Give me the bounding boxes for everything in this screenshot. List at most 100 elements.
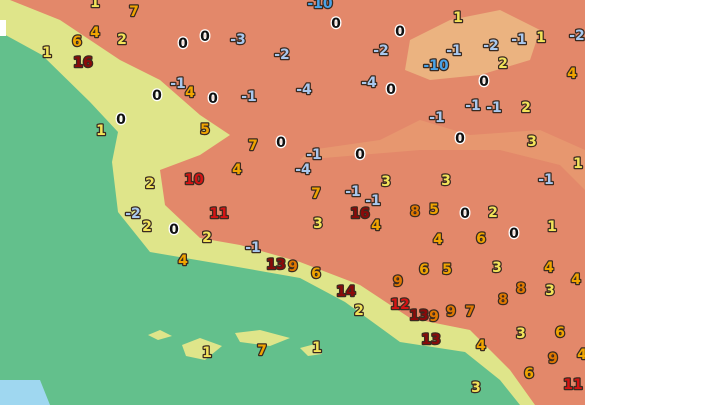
temperature-label: 7 xyxy=(465,304,475,320)
temperature-label: 5 xyxy=(429,202,439,218)
temperature-label: -1 xyxy=(511,32,527,48)
temperature-label: 0 xyxy=(386,82,396,98)
temperature-label: 0 xyxy=(355,147,365,163)
temperature-label: 1 xyxy=(453,10,463,26)
temperature-label: 13 xyxy=(421,332,440,348)
temperature-label: 9 xyxy=(288,259,298,275)
temperature-label: 0 xyxy=(178,36,188,52)
temperature-label: -2 xyxy=(274,47,290,63)
temperature-label: 7 xyxy=(257,343,267,359)
temperature-label: 8 xyxy=(516,281,526,297)
temperature-label: 2 xyxy=(145,176,155,192)
temperature-label: 0 xyxy=(455,131,465,147)
temperature-label: 3 xyxy=(516,326,526,342)
temperature-label: -10 xyxy=(307,0,333,12)
temperature-label: 3 xyxy=(441,173,451,189)
temperature-label: 12 xyxy=(390,297,409,313)
temperature-label: 6 xyxy=(476,231,486,247)
temperature-label: 7 xyxy=(248,138,258,154)
temperature-label: 9 xyxy=(446,304,456,320)
temperature-label: 14 xyxy=(336,284,356,300)
temperature-label: -4 xyxy=(361,75,377,91)
temperature-label: 0 xyxy=(331,16,341,32)
temperature-label: 0 xyxy=(276,135,286,151)
temperature-label: 0 xyxy=(395,24,405,40)
temperature-label: 0 xyxy=(200,29,210,45)
temperature-label: 4 xyxy=(476,338,486,354)
island xyxy=(235,330,290,346)
temperature-label: 1 xyxy=(42,45,52,61)
temperature-label: 2 xyxy=(354,303,364,319)
temperature-label: 2 xyxy=(521,100,531,116)
temperature-label: 4 xyxy=(232,162,242,178)
temperature-label: 0 xyxy=(460,206,470,222)
temperature-label: 1 xyxy=(547,219,557,235)
temperature-label: -1 xyxy=(241,89,257,105)
temperature-label: 4 xyxy=(371,218,381,234)
temperature-label: 4 xyxy=(178,253,188,269)
temperature-label: 4 xyxy=(577,347,585,363)
temperature-label: 5 xyxy=(442,262,452,278)
temperature-label: 13 xyxy=(266,257,285,273)
temperature-label: 0 xyxy=(509,226,519,242)
temperature-label: 0 xyxy=(152,88,162,104)
temperature-label: 4 xyxy=(185,85,195,101)
temperature-label: 2 xyxy=(488,205,498,221)
temperature-label: 0 xyxy=(479,74,489,90)
temperature-label: 1 xyxy=(312,340,322,356)
temperature-label: -1 xyxy=(486,100,502,116)
temperature-label: 1 xyxy=(573,156,583,172)
temperature-label: 6 xyxy=(524,366,534,382)
desert xyxy=(300,120,585,190)
temperature-label: 3 xyxy=(492,260,502,276)
temperature-label: 2 xyxy=(498,56,508,72)
temperature-label: -2 xyxy=(569,28,585,44)
temperature-label: -2 xyxy=(483,38,499,54)
island xyxy=(300,344,322,356)
temperature-label: 3 xyxy=(381,174,391,190)
temperature-label: 6 xyxy=(72,34,82,50)
temperature-label: 4 xyxy=(544,260,554,276)
temperature-label: 2 xyxy=(202,230,212,246)
temperature-label: 6 xyxy=(311,266,321,282)
temperature-label: -1 xyxy=(345,184,361,200)
temperature-label: 3 xyxy=(471,380,481,396)
temperature-label: -2 xyxy=(373,43,389,59)
temperature-label: -1 xyxy=(170,76,186,92)
temperature-label: 7 xyxy=(311,186,321,202)
temperature-label: 11 xyxy=(563,377,582,393)
temperature-label: 5 xyxy=(200,122,210,138)
temperature-label: 4 xyxy=(571,272,581,288)
map-edge-box xyxy=(0,20,6,36)
temperature-label: 10 xyxy=(184,172,204,188)
temperature-label: 1 xyxy=(536,30,546,46)
temperature-label: -1 xyxy=(538,172,554,188)
temperature-label: -1 xyxy=(446,43,462,59)
island xyxy=(182,338,222,360)
temperature-label: 16 xyxy=(350,206,369,222)
temperature-label: 16 xyxy=(73,55,92,71)
temperature-label: 13 xyxy=(409,308,428,324)
temperature-label: 0 xyxy=(116,112,126,128)
temperature-label: -1 xyxy=(429,110,445,126)
temperature-label: 6 xyxy=(555,325,565,341)
deep-water xyxy=(0,380,50,405)
temperature-label: -4 xyxy=(296,82,312,98)
temperature-label: 4 xyxy=(90,25,100,41)
temperature-label: 4 xyxy=(433,232,443,248)
inland-land xyxy=(0,0,585,405)
temperature-label: -1 xyxy=(245,240,261,256)
temperature-label: -4 xyxy=(295,162,311,178)
temperature-label: 3 xyxy=(313,216,323,232)
island xyxy=(148,330,172,340)
temperature-label: 6 xyxy=(419,262,429,278)
temperature-label: -1 xyxy=(306,147,322,163)
temperature-label: 3 xyxy=(545,283,555,299)
temperature-label: 2 xyxy=(142,219,152,235)
temperature-label: 9 xyxy=(429,309,439,325)
temperature-label: 8 xyxy=(498,292,508,308)
temperature-label: -2 xyxy=(125,206,141,222)
temperature-label: 3 xyxy=(527,134,537,150)
temperature-label: 1 xyxy=(202,345,212,361)
temperature-label: 11 xyxy=(209,206,228,222)
